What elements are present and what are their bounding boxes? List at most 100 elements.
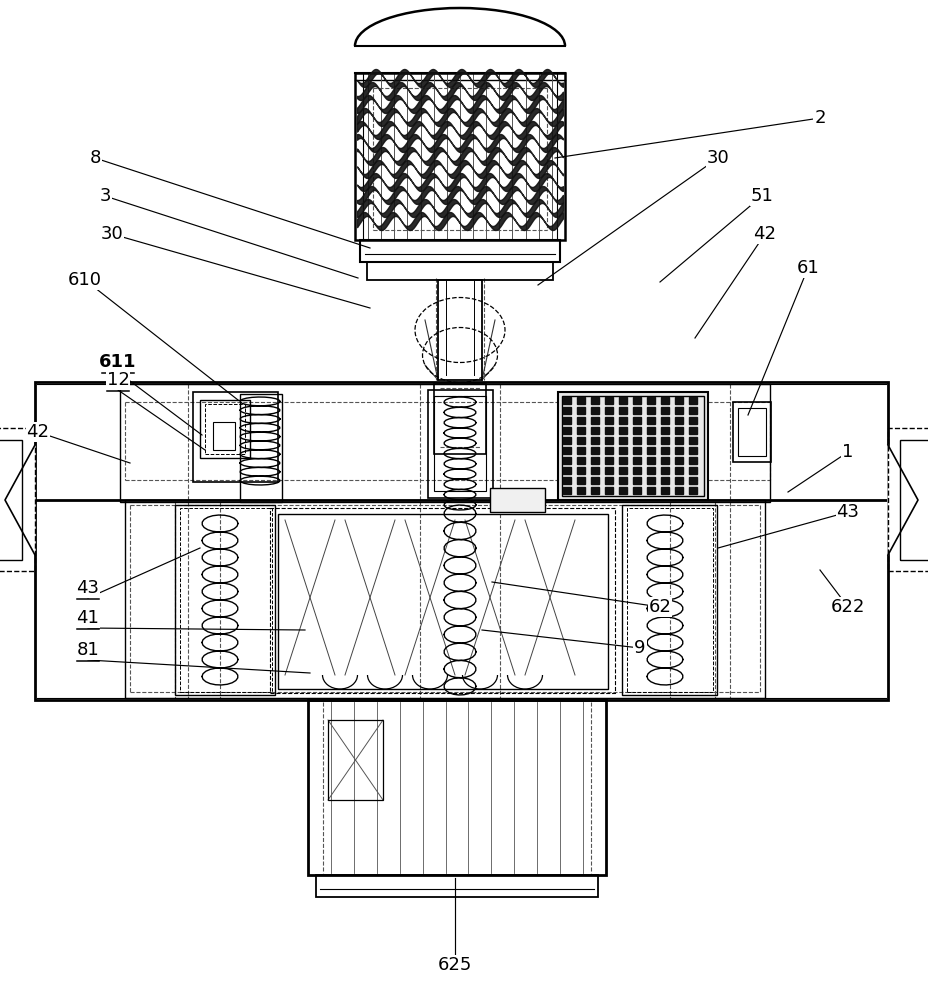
Bar [626,508,712,692]
Text: 610: 610 [68,271,102,289]
Polygon shape [576,407,585,414]
Polygon shape [562,397,571,404]
Polygon shape [618,427,626,434]
Polygon shape [661,437,668,444]
Bar [0,428,35,571]
Polygon shape [675,397,682,404]
Polygon shape [675,437,682,444]
Polygon shape [661,457,668,464]
Polygon shape [576,467,585,474]
Polygon shape [661,417,668,424]
Bar [193,392,277,482]
Bar [270,508,614,693]
Polygon shape [618,487,626,494]
Polygon shape [689,397,696,404]
Polygon shape [661,477,668,484]
Polygon shape [618,477,626,484]
Polygon shape [562,447,571,454]
Polygon shape [689,427,696,434]
Polygon shape [632,447,640,454]
Text: 43: 43 [76,579,99,597]
Text: 81: 81 [76,641,99,659]
Polygon shape [675,427,682,434]
Polygon shape [646,427,654,434]
Polygon shape [604,447,612,454]
Polygon shape [661,397,668,404]
Polygon shape [618,397,626,404]
Polygon shape [689,477,696,484]
Polygon shape [604,417,612,424]
Polygon shape [618,457,626,464]
Polygon shape [887,445,917,555]
Polygon shape [689,487,696,494]
Polygon shape [5,445,35,555]
Text: 8: 8 [89,149,100,167]
Polygon shape [562,467,571,474]
Polygon shape [689,437,696,444]
Polygon shape [632,417,640,424]
Text: 622: 622 [830,598,864,616]
Polygon shape [646,437,654,444]
Bar [213,422,235,450]
Polygon shape [576,447,585,454]
Polygon shape [590,437,599,444]
Polygon shape [590,467,599,474]
Polygon shape [604,437,612,444]
Text: 61: 61 [796,259,818,277]
Polygon shape [646,467,654,474]
Polygon shape [604,427,612,434]
Text: 30: 30 [100,225,123,243]
Bar [328,720,382,800]
Bar [489,488,545,512]
Text: 42: 42 [753,225,776,243]
Text: 9: 9 [634,639,645,657]
Polygon shape [675,457,682,464]
Polygon shape [632,407,640,414]
Bar [732,402,770,462]
Bar [120,384,769,502]
Polygon shape [661,427,668,434]
Bar [437,280,482,380]
Polygon shape [675,467,682,474]
Polygon shape [576,397,585,404]
Bar [887,428,928,571]
Text: 30: 30 [706,149,728,167]
Text: 2: 2 [813,109,825,127]
Polygon shape [576,427,585,434]
Polygon shape [661,487,668,494]
Polygon shape [661,467,668,474]
Polygon shape [632,397,640,404]
Polygon shape [618,437,626,444]
Polygon shape [576,487,585,494]
Polygon shape [632,427,640,434]
Polygon shape [590,417,599,424]
Bar [200,400,250,458]
Polygon shape [689,407,696,414]
Polygon shape [604,397,612,404]
Polygon shape [646,457,654,464]
Polygon shape [562,407,571,414]
Polygon shape [590,407,599,414]
Polygon shape [576,457,585,464]
Bar [433,396,485,491]
Polygon shape [590,477,599,484]
Polygon shape [675,487,682,494]
Polygon shape [590,427,599,434]
Polygon shape [689,417,696,424]
Bar [316,875,598,897]
Text: 41: 41 [76,609,99,627]
Polygon shape [632,457,640,464]
Bar [433,384,485,454]
Polygon shape [675,417,682,424]
Bar [180,508,272,692]
Bar [205,404,245,454]
Polygon shape [618,467,626,474]
Text: 51: 51 [750,187,773,205]
Polygon shape [576,417,585,424]
Polygon shape [675,407,682,414]
Polygon shape [562,487,571,494]
Polygon shape [562,417,571,424]
Polygon shape [590,447,599,454]
Polygon shape [604,477,612,484]
Bar [277,514,607,689]
